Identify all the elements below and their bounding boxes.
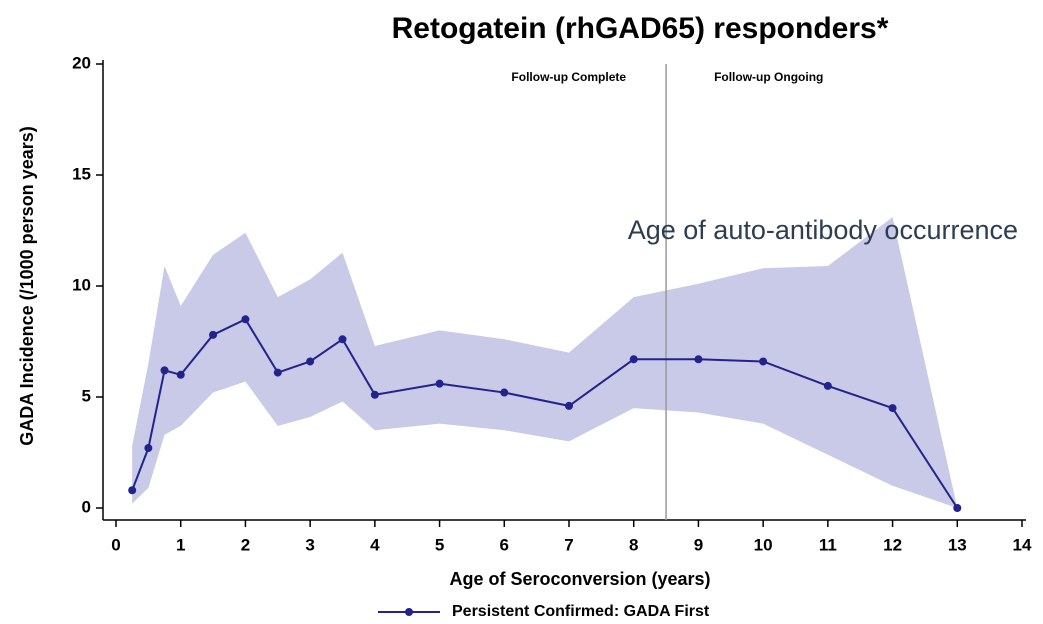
point: [565, 401, 573, 410]
x-tick-label: 14: [1013, 535, 1032, 554]
x-axis-label: Age of Seroconversion (years): [449, 569, 710, 589]
x-tick-label: 13: [948, 535, 967, 554]
y-tick-label: 10: [72, 275, 91, 294]
point: [160, 366, 169, 375]
point: [953, 504, 962, 512]
point: [888, 404, 897, 413]
x-tick-label: 2: [241, 535, 250, 554]
annotation: Age of auto-antibody occurrence: [628, 215, 1018, 245]
x-tick-label: 1: [176, 535, 185, 554]
x-tick-label: 10: [754, 535, 773, 554]
y-axis-label: GADA Incidence (/1000 person years): [17, 126, 37, 445]
y-tick-label: 20: [72, 53, 91, 72]
chart-title: Retogatein (rhGAD65) responders*: [392, 12, 889, 45]
x-tick-label: 12: [883, 535, 902, 554]
x-tick-label: 9: [694, 535, 703, 554]
point: [128, 486, 137, 495]
point: [176, 370, 185, 379]
x-tick-label: 6: [500, 535, 509, 554]
reference-label: Follow-up Ongoing: [714, 70, 823, 84]
point: [823, 381, 832, 390]
point: [241, 315, 250, 324]
x-tick-label: 3: [305, 535, 314, 554]
x-tick-label: 4: [370, 535, 380, 554]
x-tick-label: 11: [819, 535, 837, 554]
point: [370, 390, 379, 399]
legend-marker: [405, 608, 413, 616]
point: [306, 357, 315, 366]
y-tick-label: 5: [82, 386, 91, 405]
point: [694, 355, 703, 364]
point: [759, 357, 768, 366]
x-tick-label: 8: [629, 535, 638, 554]
point: [338, 335, 347, 344]
x-tick-label: 7: [564, 535, 573, 554]
x-tick-label: 5: [435, 535, 444, 554]
x-tick-label: 0: [111, 535, 120, 554]
point: [435, 379, 444, 388]
y-tick-label: 0: [82, 497, 91, 516]
point: [144, 444, 153, 453]
point: [209, 330, 218, 339]
y-tick-label: 15: [72, 164, 91, 183]
reference-label: Follow-up Complete: [511, 70, 626, 84]
point: [500, 388, 509, 397]
confidence-band: [132, 217, 958, 508]
point: [629, 355, 638, 364]
point: [273, 368, 282, 377]
legend-label: Persistent Confirmed: GADA First: [452, 603, 710, 620]
